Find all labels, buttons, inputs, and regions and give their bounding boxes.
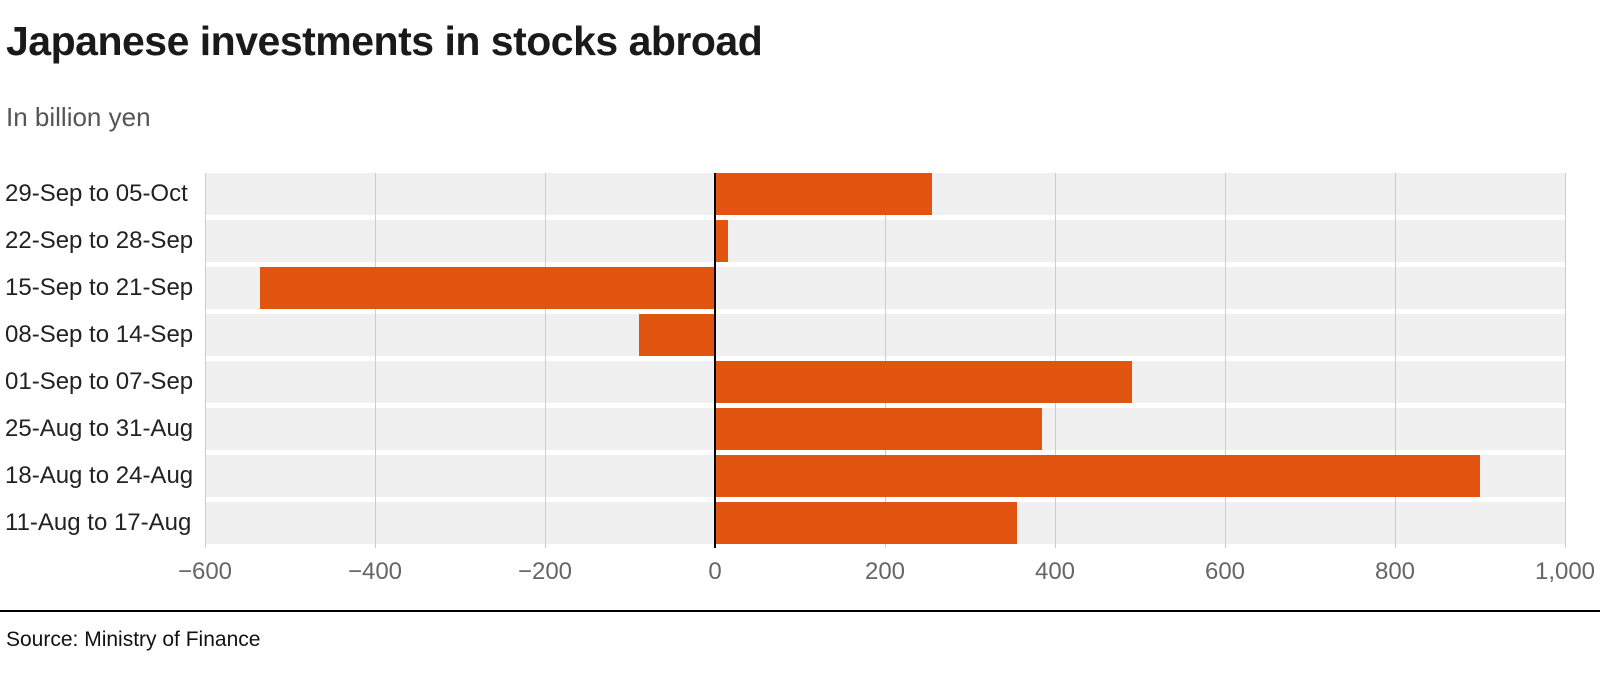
bar bbox=[715, 408, 1043, 450]
bar bbox=[715, 173, 932, 215]
source-note: Source: Ministry of Finance bbox=[6, 628, 261, 651]
category-label: 18-Aug to 24-Aug bbox=[5, 462, 194, 489]
x-tick-label: 0 bbox=[708, 558, 722, 585]
bar bbox=[715, 361, 1132, 403]
plot-area bbox=[205, 173, 1566, 548]
bar bbox=[260, 267, 715, 309]
category-label: 22-Sep to 28-Sep bbox=[5, 227, 194, 254]
x-tick-label: 800 bbox=[1374, 558, 1416, 585]
bottom-rule bbox=[0, 610, 1600, 612]
gridline bbox=[1055, 173, 1056, 548]
gridline bbox=[375, 173, 376, 548]
gridline bbox=[1395, 173, 1396, 548]
category-label: 01-Sep to 07-Sep bbox=[5, 368, 194, 395]
category-label: 11-Aug to 17-Aug bbox=[5, 509, 192, 536]
gridline bbox=[205, 173, 206, 548]
x-tick-label: 1,000 bbox=[1534, 558, 1596, 585]
chart-title: Japanese investments in stocks abroad bbox=[6, 18, 763, 64]
x-tick-label: 200 bbox=[864, 558, 906, 585]
bar bbox=[715, 502, 1017, 544]
bar-chart bbox=[0, 173, 1600, 548]
chart-subtitle: In billion yen bbox=[6, 102, 151, 132]
x-tick-label: −200 bbox=[517, 558, 573, 585]
bar bbox=[715, 455, 1480, 497]
gridline bbox=[545, 173, 546, 548]
x-tick-label: 400 bbox=[1034, 558, 1076, 585]
gridline bbox=[885, 173, 886, 548]
x-tick-label: −600 bbox=[177, 558, 233, 585]
gridline bbox=[1565, 173, 1566, 548]
bar bbox=[715, 220, 728, 262]
category-label: 08-Sep to 14-Sep bbox=[5, 321, 194, 348]
x-tick-label: 600 bbox=[1204, 558, 1246, 585]
x-tick-label: −400 bbox=[347, 558, 403, 585]
category-label: 29-Sep to 05-Oct bbox=[5, 180, 188, 207]
bar bbox=[638, 314, 715, 356]
category-label: 15-Sep to 21-Sep bbox=[5, 274, 194, 301]
x-axis: −600 −400 −200 0 200 400 600 800 1,000 bbox=[178, 558, 1595, 588]
category-label: 25-Aug to 31-Aug bbox=[5, 415, 194, 442]
zero-line bbox=[714, 173, 716, 548]
gridline bbox=[1225, 173, 1226, 548]
